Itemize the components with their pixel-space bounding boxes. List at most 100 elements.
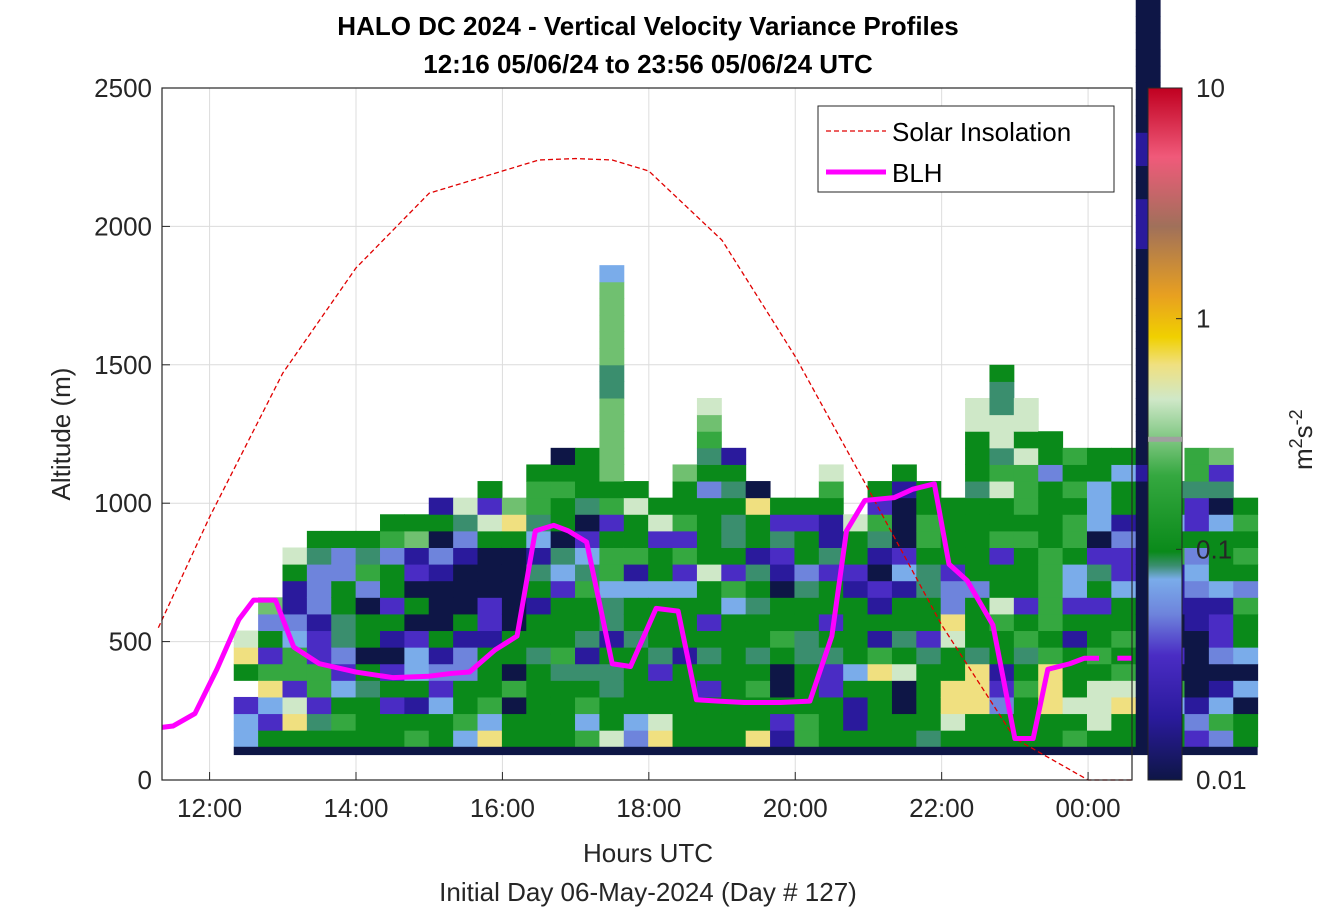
heatmap-cell [770,597,795,615]
heatmap-cell [794,647,820,665]
heatmap-cell [1111,696,1137,715]
heatmap-cell [575,680,600,698]
heatmap-cell [891,564,917,582]
heatmap-cell [1184,464,1210,482]
heatmap-cell [672,514,698,532]
heatmap-cell [428,713,454,731]
heatmap-cell [477,497,503,515]
heatmap-cell [989,564,1015,582]
heatmap-cell [672,464,698,482]
heatmap-cell [672,713,698,731]
heatmap-cell [1208,481,1234,499]
heatmap-cell [599,464,625,482]
heatmap-cell [306,663,332,681]
heatmap-cell [1233,680,1259,698]
heatmap-cell [648,547,674,565]
heatmap-cell [380,647,405,665]
heatmap-cell [965,663,990,681]
heatmap-cell [501,497,527,515]
heatmap-cell [233,730,259,748]
heatmap-cell [599,514,625,532]
heatmap-cell [380,564,405,582]
heatmap-cell [1086,447,1112,465]
heatmap-cell [843,530,869,548]
heatmap-cell [331,580,357,598]
heatmap-cell [818,663,844,681]
heatmap-cell [1208,647,1234,665]
heatmap-cell [891,514,917,532]
heatmap-cell [1135,32,1161,50]
heatmap-cell [721,630,747,648]
heatmap-cell [380,630,405,648]
heatmap-cell [306,597,332,615]
heatmap-cell [965,447,990,465]
heatmap-cell [550,497,576,515]
heatmap-cell [770,663,795,681]
heatmap-cell [233,663,259,681]
heatmap-cell [599,663,625,681]
heatmap-cell [526,730,552,748]
chart-subtitle: 12:16 05/06/24 to 23:56 05/06/24 UTC [423,49,873,79]
heatmap-cell [1013,481,1039,499]
heatmap-cell [867,580,893,598]
heatmap-cell [916,530,942,548]
heatmap-cell [916,630,942,648]
heatmap-cell [867,530,893,548]
heatmap-cell [965,497,990,515]
heatmap-cell [233,713,259,731]
heatmap-cell [1086,481,1112,499]
heatmap-cell [550,630,576,648]
heatmap-cell [1062,613,1088,632]
heatmap-cell [672,481,698,499]
heatmap-cell [1062,447,1088,465]
heatmap-cell [453,497,479,515]
heatmap-cell [672,730,698,748]
heatmap-cell [404,630,430,648]
heatmap-cell [550,597,576,615]
heatmap-cell [380,547,405,565]
heatmap-cell [550,447,576,465]
heatmap-cell [1184,447,1210,465]
heatmap-cell [331,680,357,698]
heatmap-cell [891,597,917,615]
heatmap-cell [623,497,649,515]
heatmap-cell [989,580,1015,598]
heatmap-cell [721,464,747,482]
heatmap-cell [1208,547,1234,565]
heatmap-cell [331,597,357,615]
heatmap-cell [404,597,430,615]
heatmap-cell [818,597,844,615]
heatmap-cell [306,564,332,582]
heatmap-cell [428,580,454,598]
heatmap-cell [818,547,844,565]
heatmap-cell [282,713,308,731]
heatmap-cell [1233,580,1259,598]
heatmap-cell [380,613,405,632]
heatmap-cell [770,613,795,632]
heatmap-cell [1038,431,1064,449]
heatmap-cell [1062,630,1088,648]
heatmap-cell [818,696,844,715]
x-tick-label: 14:00 [323,793,388,823]
heatmap-cell [453,696,479,715]
heatmap-cell [404,547,430,565]
heatmap-cell [721,713,747,731]
heatmap-cell [599,730,625,748]
heatmap-cell [745,564,771,582]
heatmap-cell [599,414,625,432]
heatmap-cell [989,381,1015,399]
heatmap-cell [331,530,357,548]
heatmap-cell [453,530,479,548]
heatmap-cell [380,730,405,748]
heatmap-cell [1038,580,1064,598]
heatmap-cell [1184,481,1210,499]
heatmap-cell [1013,398,1039,416]
heatmap-cell [477,514,503,532]
heatmap-cell [696,647,722,665]
heatmap-cell [282,547,308,565]
heatmap-cell [965,713,990,731]
heatmap-cell [599,547,625,565]
heatmap-cell [648,530,674,548]
solar-insolation-line [157,157,1132,781]
heatmap-cell [1062,497,1088,515]
